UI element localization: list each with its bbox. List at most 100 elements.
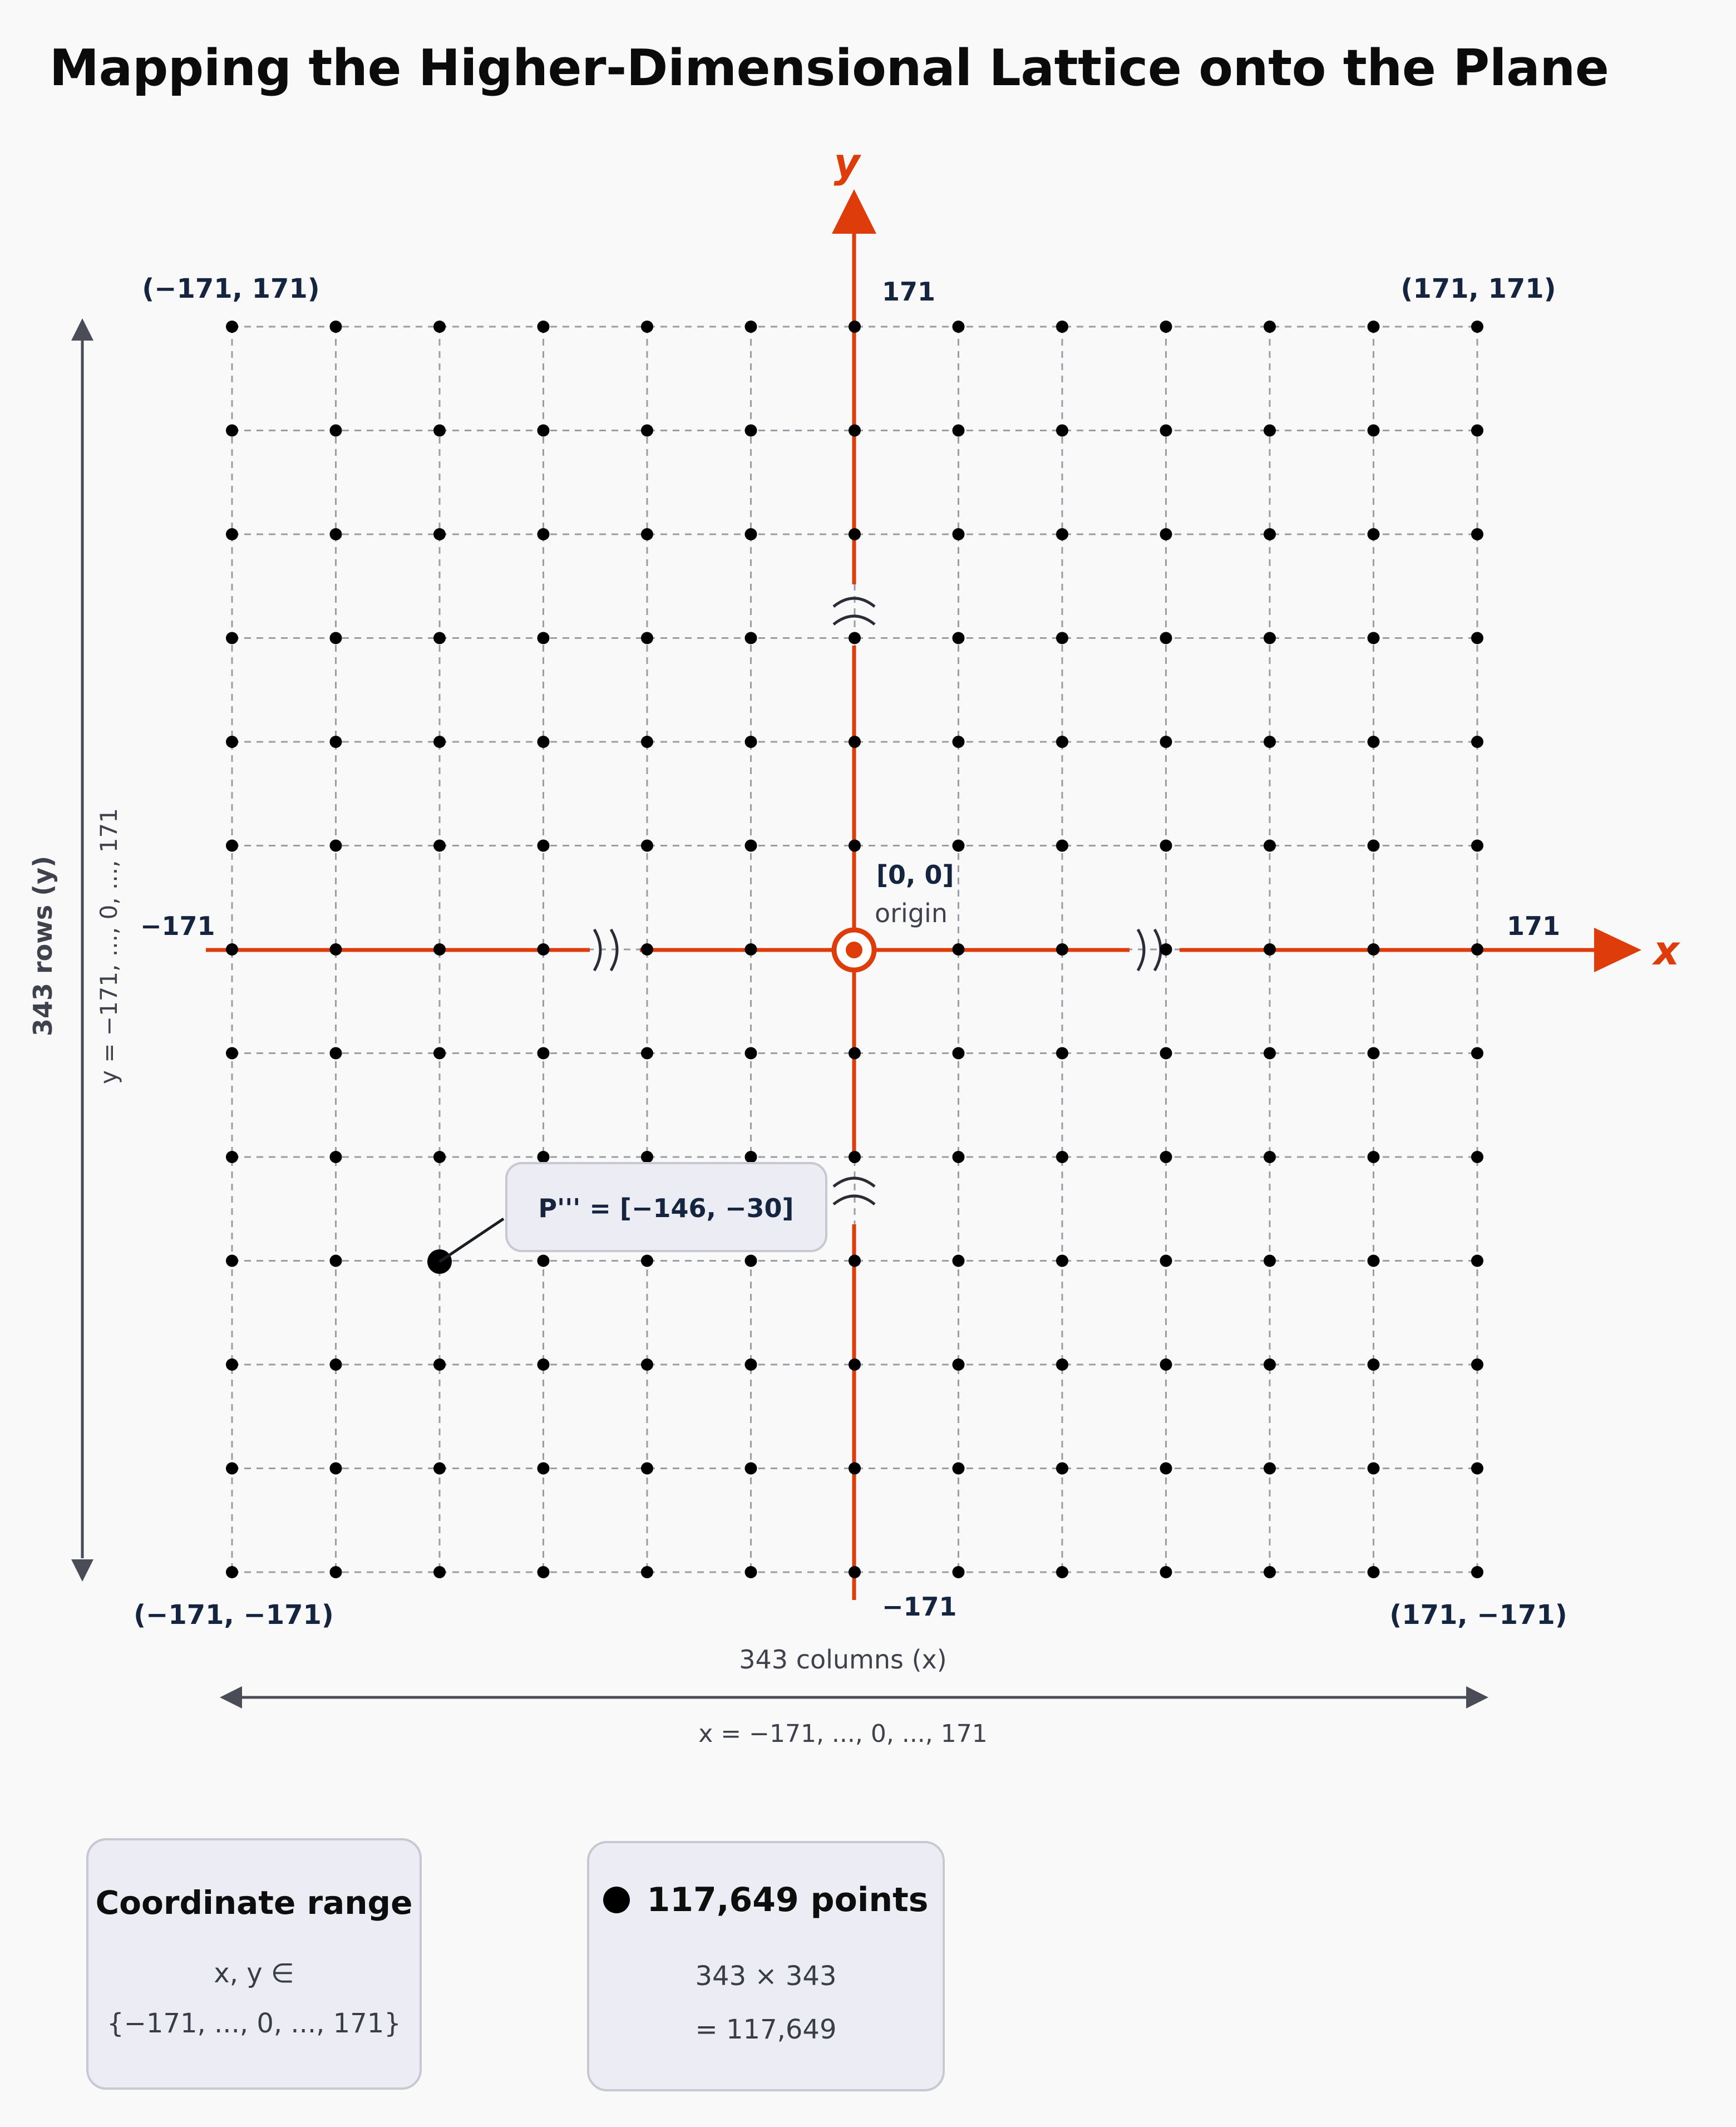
lattice-point (329, 1358, 342, 1371)
lattice-point (849, 1462, 861, 1475)
lattice-point (1056, 1462, 1068, 1475)
lattice-point (1160, 424, 1172, 437)
lattice-point (1264, 424, 1276, 437)
point-count-line-1: 343 × 343 (695, 1961, 837, 1992)
lattice-point (226, 943, 238, 956)
lattice-point (744, 1151, 757, 1163)
lattice-point (1056, 736, 1068, 748)
lattice-point (641, 943, 653, 956)
lattice-point (849, 1358, 861, 1371)
lattice-point (433, 839, 446, 852)
lattice-point (744, 1254, 757, 1267)
lattice-point (1367, 1254, 1380, 1267)
lattice-point (226, 1047, 238, 1060)
callout-leader-line (438, 1217, 505, 1263)
lattice-point (849, 1151, 861, 1163)
point-count-line-2: = 117,649 (695, 2014, 837, 2045)
x-axis-label: x (1652, 927, 1681, 974)
lattice-point (1367, 1047, 1380, 1060)
lattice-point (433, 1462, 446, 1475)
lattice-point (1471, 736, 1483, 748)
lattice-point (1264, 1462, 1276, 1475)
lattice-point (641, 1254, 653, 1267)
y-axis-max-label: 171 (882, 277, 935, 307)
lattice-point (744, 528, 757, 540)
lattice-point (1367, 528, 1380, 540)
lattice-point (1056, 1358, 1068, 1371)
lattice-point (537, 1462, 550, 1475)
lattice-point (433, 1047, 446, 1060)
lattice-point (1471, 321, 1483, 333)
lattice-point (641, 1462, 653, 1475)
lattice-point (226, 1358, 238, 1371)
lattice-point (1367, 1358, 1380, 1371)
lattice-point (849, 632, 861, 644)
y-axis-break-top-icon (832, 597, 876, 626)
lattice-point (952, 736, 965, 748)
lattice-point (744, 321, 757, 333)
lattice-point (1160, 321, 1172, 333)
lattice-point (744, 1047, 757, 1060)
lattice-point (1160, 1047, 1172, 1060)
lattice-point (226, 1151, 238, 1163)
lattice-point (1471, 632, 1483, 644)
x-axis-max-label: 171 (1507, 911, 1560, 941)
lattice-point (1056, 1047, 1068, 1060)
lattice-point (1367, 321, 1380, 333)
lattice-point (329, 1151, 342, 1163)
lattice-point (1056, 1151, 1068, 1163)
lattice-point (537, 1358, 550, 1371)
lattice-point (1264, 1566, 1276, 1578)
rows-range-label: y = −171, ..., 0, ..., 171 (95, 808, 122, 1084)
lattice-point (1471, 528, 1483, 540)
lattice-point (1056, 839, 1068, 852)
lattice-point (226, 1462, 238, 1475)
lattice-point (329, 839, 342, 852)
lattice-point (1160, 736, 1172, 748)
lattice-point (433, 528, 446, 540)
lattice-point (537, 424, 550, 437)
lattice-point (1056, 1254, 1068, 1267)
lattice-point (329, 1566, 342, 1578)
lattice-point (433, 424, 446, 437)
rows-span-arrow (71, 318, 93, 1582)
lattice-point (226, 424, 238, 437)
lattice-point (744, 1462, 757, 1475)
lattice-point (641, 1151, 653, 1163)
lattice-point (329, 424, 342, 437)
lattice-point (1367, 424, 1380, 437)
lattice-point (433, 1358, 446, 1371)
lattice-point (537, 839, 550, 852)
lattice-point (1264, 1254, 1276, 1267)
lattice-point (537, 1047, 550, 1060)
point-count-card: 117,649 points 343 × 343 = 117,649 (587, 1841, 945, 2091)
lattice-point (849, 321, 861, 333)
lattice-point (1160, 632, 1172, 644)
lattice-point (1264, 1358, 1276, 1371)
lattice-point (1056, 424, 1068, 437)
lattice-point (329, 1254, 342, 1267)
lattice-point (1264, 1047, 1276, 1060)
columns-range-label: x = −171, ..., 0, ..., 171 (698, 1720, 988, 1748)
lattice-point (537, 736, 550, 748)
lattice-point (952, 528, 965, 540)
lattice-point (1264, 839, 1276, 852)
lattice-point (744, 632, 757, 644)
lattice-point (1056, 528, 1068, 540)
columns-span-arrow (220, 1686, 1488, 1709)
lattice-point (744, 1566, 757, 1578)
lattice-point (226, 632, 238, 644)
lattice-point (1264, 528, 1276, 540)
lattice-point (641, 1358, 653, 1371)
lattice-point (1471, 424, 1483, 437)
lattice-point (952, 424, 965, 437)
lattice-point (952, 1358, 965, 1371)
lattice-point (1367, 1462, 1380, 1475)
lattice-point (433, 321, 446, 333)
lattice-point (226, 1566, 238, 1578)
lattice-point (1160, 1566, 1172, 1578)
lattice-point (433, 1566, 446, 1578)
lattice-point (226, 1254, 238, 1267)
corner-label-bottom-right: (171, −171) (1389, 1599, 1567, 1631)
